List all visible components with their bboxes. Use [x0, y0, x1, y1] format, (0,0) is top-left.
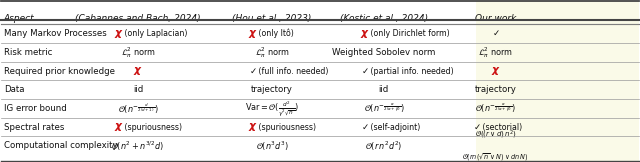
Text: IG error bound: IG error bound: [4, 104, 67, 113]
Text: $\boldsymbol{\chi}$: $\boldsymbol{\chi}$: [133, 65, 143, 77]
Text: (sectorial): (sectorial): [479, 123, 522, 132]
Text: $\boldsymbol{\chi}$: $\boldsymbol{\chi}$: [360, 28, 370, 40]
Text: $\checkmark$: $\checkmark$: [361, 67, 369, 76]
Text: $\mathcal{O}(r\,n^2d^2)$: $\mathcal{O}(r\,n^2d^2)$: [365, 139, 403, 153]
Text: trajectory: trajectory: [475, 85, 516, 94]
Bar: [476, 1, 639, 161]
Text: (spuriousness): (spuriousness): [122, 123, 182, 132]
Text: Required prior knowledge: Required prior knowledge: [4, 67, 115, 76]
Text: Computational complexity: Computational complexity: [4, 141, 118, 150]
Text: $\mathcal{O}(n^2+n^{3/2}d)$: $\mathcal{O}(n^2+n^{3/2}d)$: [111, 139, 164, 153]
Text: Our work: Our work: [475, 14, 516, 23]
Text: $\checkmark$: $\checkmark$: [249, 67, 257, 76]
Text: Many Markov Processes: Many Markov Processes: [4, 29, 107, 38]
Text: $\mathcal{L}^2_\pi$ norm: $\mathcal{L}^2_\pi$ norm: [478, 45, 513, 60]
Text: $\checkmark$: $\checkmark$: [472, 123, 481, 132]
Text: (full info. needed): (full info. needed): [256, 67, 328, 76]
Text: iid: iid: [133, 85, 143, 94]
Text: $\checkmark$: $\checkmark$: [361, 123, 369, 132]
Text: $\mathcal{O}(rn(\sqrt{n}\vee N)\vee dn\,N)$: $\mathcal{O}(rn(\sqrt{n}\vee N)\vee dn\,…: [462, 151, 529, 162]
Text: (Cabannes and Bach, 2024): (Cabannes and Bach, 2024): [75, 14, 201, 23]
Text: $\mathcal{O}(n^{-\frac{d}{2(d+1)}})$: $\mathcal{O}(n^{-\frac{d}{2(d+1)}})$: [118, 101, 158, 116]
Text: $\mathcal{O}((r\vee d)\,n^2)$: $\mathcal{O}((r\vee d)\,n^2)$: [475, 128, 516, 141]
Text: (only Laplacian): (only Laplacian): [122, 29, 188, 38]
Text: iid: iid: [379, 85, 389, 94]
Text: $\mathcal{L}^2_\pi$ norm: $\mathcal{L}^2_\pi$ norm: [120, 45, 156, 60]
Text: (spuriousness): (spuriousness): [256, 123, 316, 132]
Text: Weighted Sobolev norm: Weighted Sobolev norm: [332, 48, 436, 57]
Text: trajectory: trajectory: [251, 85, 293, 94]
Text: Risk metric: Risk metric: [4, 48, 52, 57]
Text: (only Itô): (only Itô): [256, 29, 294, 38]
Text: (Kostic et al., 2024): (Kostic et al., 2024): [340, 14, 428, 23]
Text: Aspect: Aspect: [4, 14, 35, 23]
Text: $\boldsymbol{\chi}$: $\boldsymbol{\chi}$: [491, 65, 500, 77]
Text: (self-adjoint): (self-adjoint): [368, 123, 420, 132]
Text: $\mathrm{Var} = \mathcal{O}(\frac{d^2}{\gamma^2\sqrt{n}})$: $\mathrm{Var} = \mathcal{O}(\frac{d^2}{\…: [245, 99, 299, 118]
Text: Data: Data: [4, 85, 24, 94]
Text: $\mathcal{O}(n^3d^3)$: $\mathcal{O}(n^3d^3)$: [256, 139, 289, 153]
Text: $\boldsymbol{\chi}$: $\boldsymbol{\chi}$: [114, 121, 124, 133]
Text: $\mathcal{L}^2_\pi$ norm: $\mathcal{L}^2_\pi$ norm: [255, 45, 289, 60]
Text: (Hou et al., 2023): (Hou et al., 2023): [232, 14, 312, 23]
Text: (partial info. needed): (partial info. needed): [368, 67, 454, 76]
Text: (only Dirichlet form): (only Dirichlet form): [368, 29, 449, 38]
Text: $\checkmark$: $\checkmark$: [492, 29, 499, 38]
Text: $\boldsymbol{\chi}$: $\boldsymbol{\chi}$: [248, 28, 258, 40]
Text: $\boldsymbol{\chi}$: $\boldsymbol{\chi}$: [114, 28, 124, 40]
Text: $\mathcal{O}(n^{-\frac{\alpha}{2(\alpha+\beta)}})$: $\mathcal{O}(n^{-\frac{\alpha}{2(\alpha+…: [364, 102, 404, 115]
Text: $\boldsymbol{\chi}$: $\boldsymbol{\chi}$: [248, 121, 258, 133]
Text: Spectral rates: Spectral rates: [4, 123, 64, 132]
Text: $\mathcal{O}(n^{-\frac{\alpha}{2(\alpha+\beta)}})$: $\mathcal{O}(n^{-\frac{\alpha}{2(\alpha+…: [476, 102, 516, 115]
